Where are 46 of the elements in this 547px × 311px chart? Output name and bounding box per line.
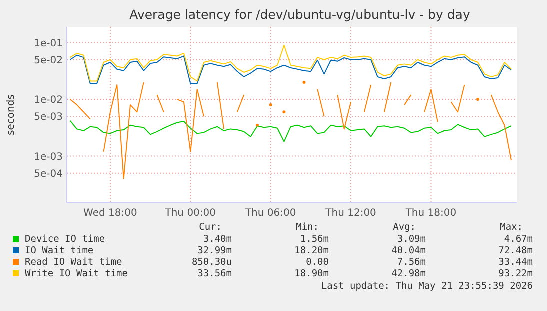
text: 0.00 bbox=[306, 257, 330, 268]
text: 18.90m bbox=[294, 268, 330, 280]
point bbox=[282, 110, 286, 114]
text: 7.56m bbox=[397, 257, 426, 268]
text: Min: bbox=[296, 222, 319, 233]
y-axis-title: seconds bbox=[6, 94, 17, 136]
legend-label: Write IO Wait time bbox=[25, 268, 128, 280]
text: 93.22m bbox=[498, 268, 534, 280]
point bbox=[476, 98, 480, 102]
text: 32.99m bbox=[198, 246, 232, 256]
legend-label: IO Wait time bbox=[25, 246, 94, 256]
text: 4.67m bbox=[504, 234, 534, 245]
text: Last update: Thu May 21 23:55:39 2026 bbox=[321, 281, 534, 292]
text: 72.48m bbox=[498, 246, 534, 256]
text: 3.09m bbox=[397, 234, 426, 245]
x-tick-label: Thu 00:00 bbox=[164, 208, 216, 219]
text: 18.20m bbox=[294, 246, 330, 256]
y-tick-label: 1e-02 bbox=[34, 95, 63, 106]
line-series bbox=[70, 120, 512, 142]
legend-label: Read IO Wait time bbox=[25, 257, 123, 268]
chart-title: Average latency for /dev/ubuntu-vg/ubuntu-lv - by day bbox=[130, 7, 471, 22]
x-tick-label: Thu 12:00 bbox=[324, 208, 376, 219]
text: 42.98m bbox=[392, 268, 426, 280]
x-tick-label: Thu 06:00 bbox=[244, 208, 296, 219]
text: Max: bbox=[500, 222, 523, 233]
text: Avg: bbox=[393, 222, 416, 233]
text: 1.56m bbox=[300, 234, 330, 245]
point bbox=[269, 104, 272, 107]
y-tick-label: 1e-01 bbox=[34, 38, 63, 50]
text: 850.30u bbox=[192, 257, 232, 268]
y-tick-label: 5e-04 bbox=[34, 168, 63, 180]
y-tick-label: 1e-03 bbox=[34, 152, 63, 163]
line-series bbox=[70, 44, 512, 82]
text: 33.44m bbox=[498, 257, 534, 268]
point bbox=[256, 124, 259, 127]
legend-label: Device IO time bbox=[25, 234, 106, 245]
y-tick-label: 5e-03 bbox=[34, 112, 63, 124]
x-tick-label: Thu 18:00 bbox=[404, 208, 457, 219]
x-tick-label: Wed 18:00 bbox=[84, 208, 138, 219]
text: 40.04m bbox=[392, 246, 426, 256]
text: Cur: bbox=[199, 222, 222, 233]
text: 33.56m bbox=[198, 268, 232, 280]
y-tick-label: 5e-02 bbox=[34, 55, 63, 66]
point bbox=[302, 80, 306, 84]
text: 3.40m bbox=[203, 234, 232, 245]
line-series bbox=[70, 54, 512, 84]
